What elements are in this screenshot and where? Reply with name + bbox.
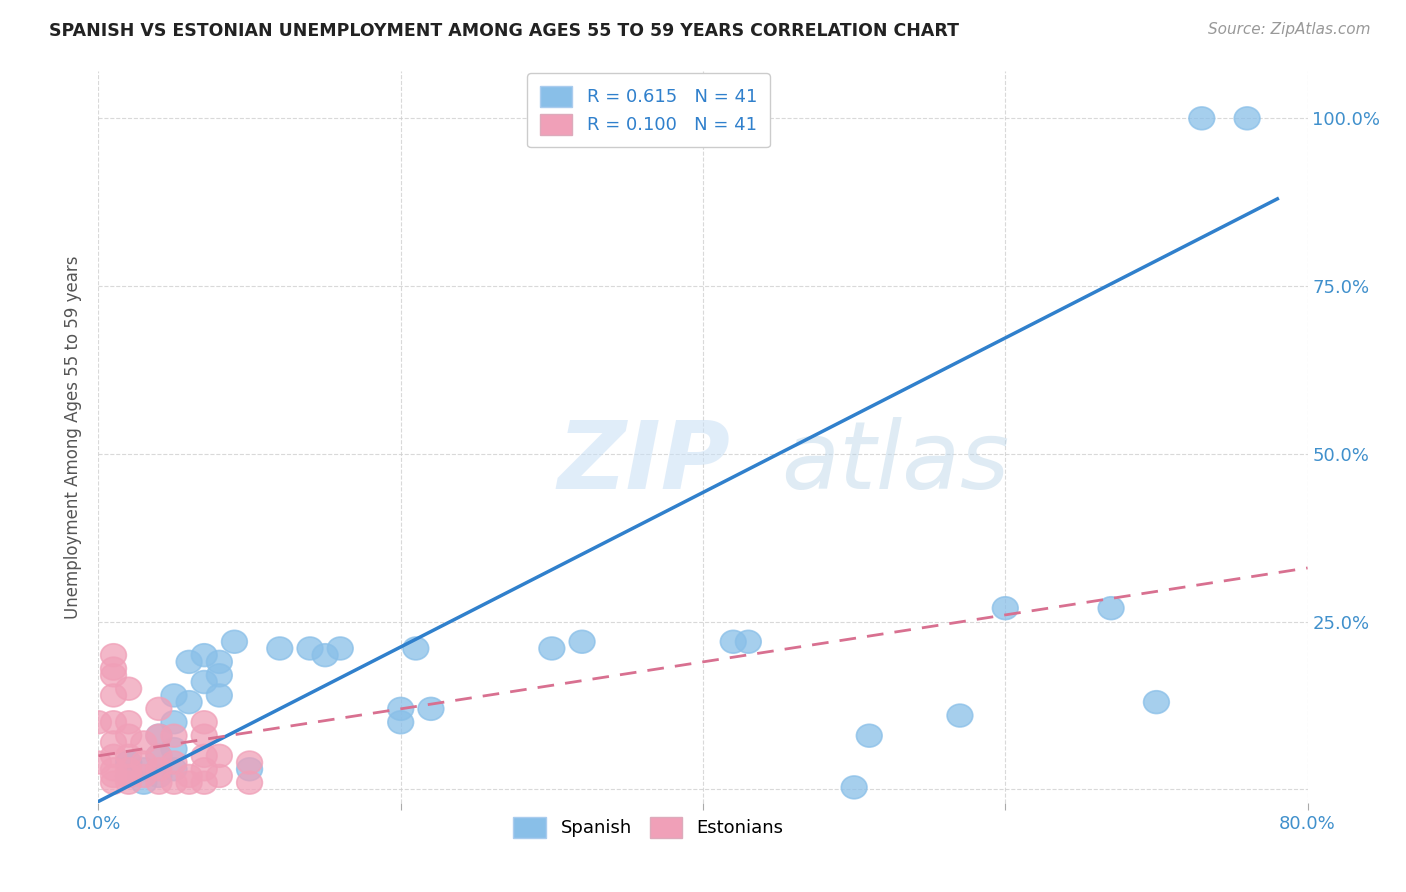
Ellipse shape [1143,690,1170,714]
Ellipse shape [1098,597,1123,620]
Ellipse shape [236,751,263,774]
Ellipse shape [115,772,142,794]
Ellipse shape [162,772,187,794]
Legend: Spanish, Estonians: Spanish, Estonians [506,810,792,845]
Ellipse shape [86,751,111,774]
Ellipse shape [115,751,142,774]
Ellipse shape [131,751,156,774]
Ellipse shape [131,764,156,788]
Ellipse shape [720,631,747,653]
Ellipse shape [146,772,172,794]
Ellipse shape [162,751,187,774]
Ellipse shape [191,644,217,666]
Text: SPANISH VS ESTONIAN UNEMPLOYMENT AMONG AGES 55 TO 59 YEARS CORRELATION CHART: SPANISH VS ESTONIAN UNEMPLOYMENT AMONG A… [49,22,959,40]
Ellipse shape [101,764,127,788]
Ellipse shape [207,664,232,687]
Ellipse shape [146,698,172,720]
Ellipse shape [115,751,142,774]
Ellipse shape [101,664,127,687]
Ellipse shape [115,745,142,767]
Ellipse shape [191,745,217,767]
Ellipse shape [176,764,202,788]
Ellipse shape [538,637,565,660]
Ellipse shape [101,684,127,706]
Text: Source: ZipAtlas.com: Source: ZipAtlas.com [1208,22,1371,37]
Ellipse shape [146,724,172,747]
Ellipse shape [418,698,444,720]
Ellipse shape [207,764,232,788]
Ellipse shape [222,631,247,653]
Ellipse shape [131,772,156,794]
Ellipse shape [101,772,127,794]
Ellipse shape [191,671,217,693]
Ellipse shape [101,758,127,780]
Ellipse shape [176,650,202,673]
Text: atlas: atlas [782,417,1010,508]
Ellipse shape [236,772,263,794]
Y-axis label: Unemployment Among Ages 55 to 59 years: Unemployment Among Ages 55 to 59 years [65,255,83,619]
Ellipse shape [176,772,202,794]
Ellipse shape [388,698,413,720]
Ellipse shape [162,684,187,706]
Ellipse shape [297,637,323,660]
Ellipse shape [115,711,142,734]
Ellipse shape [207,650,232,673]
Ellipse shape [328,637,353,660]
Ellipse shape [146,745,172,767]
Ellipse shape [191,772,217,794]
Ellipse shape [101,644,127,666]
Ellipse shape [1234,107,1260,129]
Ellipse shape [146,758,172,780]
Ellipse shape [101,711,127,734]
Ellipse shape [115,758,142,780]
Ellipse shape [115,677,142,700]
Ellipse shape [207,684,232,706]
Text: ZIP: ZIP [558,417,731,508]
Ellipse shape [86,711,111,734]
Ellipse shape [115,764,142,788]
Ellipse shape [131,758,156,780]
Ellipse shape [948,704,973,727]
Ellipse shape [162,711,187,734]
Ellipse shape [267,637,292,660]
Ellipse shape [162,738,187,761]
Ellipse shape [146,745,172,767]
Ellipse shape [162,758,187,780]
Ellipse shape [1189,107,1215,129]
Ellipse shape [841,776,868,798]
Ellipse shape [101,731,127,754]
Ellipse shape [115,764,142,788]
Ellipse shape [569,631,595,653]
Ellipse shape [388,711,413,734]
Ellipse shape [191,758,217,780]
Ellipse shape [404,637,429,660]
Ellipse shape [312,644,337,666]
Ellipse shape [191,724,217,747]
Ellipse shape [856,724,882,747]
Ellipse shape [101,745,127,767]
Ellipse shape [236,758,263,780]
Ellipse shape [162,724,187,747]
Ellipse shape [101,657,127,680]
Ellipse shape [735,631,761,653]
Ellipse shape [191,711,217,734]
Ellipse shape [207,745,232,767]
Ellipse shape [993,597,1018,620]
Ellipse shape [146,764,172,788]
Ellipse shape [131,731,156,754]
Ellipse shape [176,690,202,714]
Ellipse shape [115,724,142,747]
Ellipse shape [146,724,172,747]
